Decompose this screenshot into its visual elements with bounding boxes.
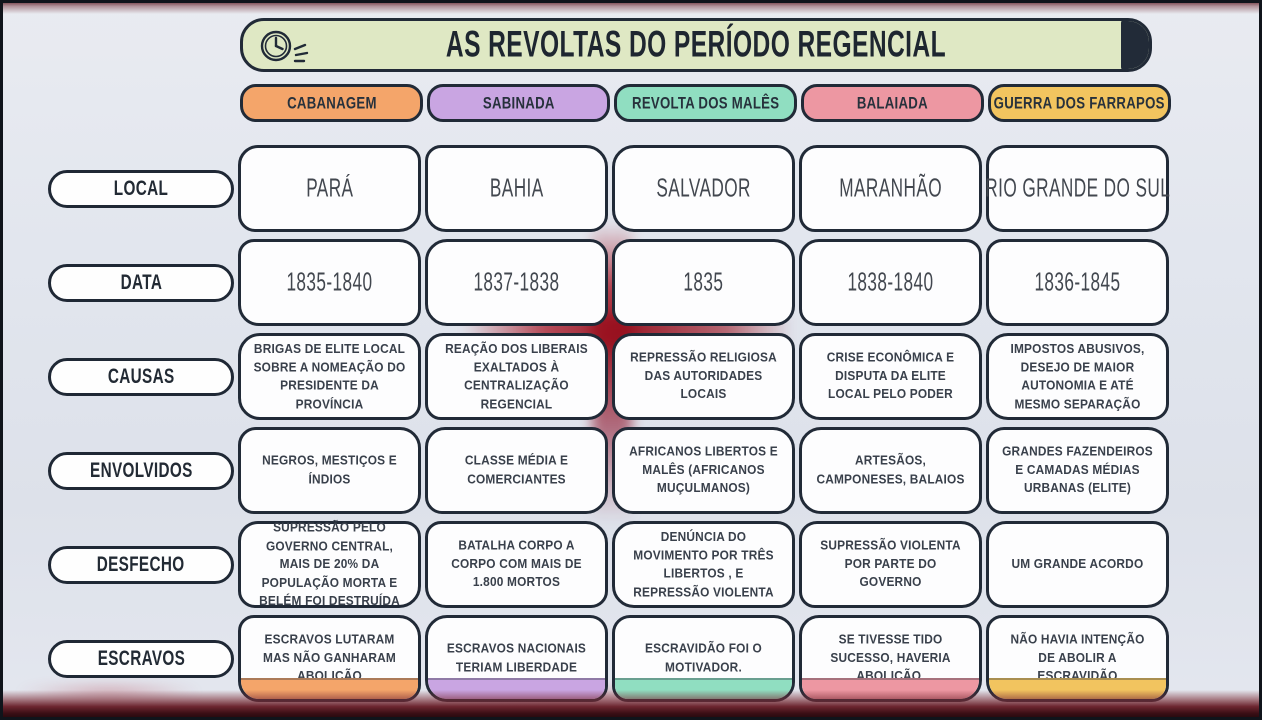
row-label-local: LOCAL: [48, 169, 234, 208]
cell-text: 1835-1840: [286, 268, 373, 297]
column-header-label: GUERRA DOS FARRAPOS: [994, 93, 1166, 113]
cell-escravos-revolta-dos-males: ESCRAVIDÃO FOI O MOTIVADOR.: [612, 615, 795, 702]
cell-data-balaiada: 1838-1840: [799, 239, 982, 326]
top-maroon-band: [0, 0, 1262, 14]
column-header-balaiada: BALAIADA: [801, 84, 984, 122]
column-header-sabinada: SABINADA: [427, 84, 610, 122]
column-header-label: CABANAGEM: [286, 93, 377, 113]
column-header-revolta-dos-males: REVOLTA DOS MALÊS: [614, 84, 797, 122]
column-header-guerra-dos-farrapos: GUERRA DOS FARRAPOS: [988, 84, 1171, 122]
cell-escravos-sabinada: ESCRAVOS NACIONAIS TERIAM LIBERDADE: [425, 615, 608, 702]
column-header-label: SABINADA: [482, 93, 555, 113]
cell-desfecho-sabinada: BATALHA CORPO A CORPO COM MAIS DE 1.800 …: [425, 521, 608, 608]
cell-text: BAHIA: [489, 174, 544, 203]
cell-text: REPRESSÃO RELIGIOSA DAS AUTORIDADES LOCA…: [630, 349, 777, 402]
cell-text: BRIGAS DE ELITE LOCAL SOBRE A NOMEAÇÃO D…: [253, 340, 406, 411]
row-label-envolvidos: ENVOLVIDOS: [48, 451, 234, 490]
cell-local-sabinada: BAHIA: [425, 145, 608, 232]
bottom-maroon-band: [0, 690, 1262, 720]
cell-causas-cabanagem: BRIGAS DE ELITE LOCAL SOBRE A NOMEAÇÃO D…: [238, 333, 421, 420]
column-header-label: BALAIADA: [856, 93, 929, 113]
cell-text: ARTESÃOS, CAMPONESES, BALAIOS: [816, 453, 965, 487]
row-label-causas: CAUSAS: [48, 357, 234, 396]
cell-text: DENÚNCIA DO MOVIMENTO POR TRÊS LIBERTOS …: [633, 528, 774, 599]
cell-text: 1837-1838: [473, 268, 560, 297]
table-grid: LOCAL PARÁ BAHIA SALVADOR MARANHÃO RIO GRANDE…: [48, 145, 1170, 702]
cell-local-guerra-dos-farrapos: RIO GRANDE DO SUL: [985, 145, 1170, 232]
row-label-text: DATA: [120, 270, 162, 294]
cell-local-revolta-dos-males: SALVADOR: [612, 145, 795, 232]
cell-text: RIO GRANDE DO SUL: [985, 174, 1170, 203]
cell-text: AFRICANOS LIBERTOS E MALÊS (AFRICANOS MU…: [629, 443, 778, 496]
row-label-text: ENVOLVIDOS: [89, 458, 193, 482]
cell-text: SUPRESSÃO PELO GOVERNO CENTRAL, MAIS DE …: [259, 519, 400, 608]
cell-text: 1836-1845: [1034, 268, 1121, 297]
row-label-text: CAUSAS: [107, 364, 175, 388]
page-title: AS REVOLTAS DO PERÍODO REGENCIAL: [445, 23, 947, 65]
row-label-cell: LOCAL: [48, 145, 234, 232]
cell-text: NEGROS, MESTIÇOS E ÍNDIOS: [262, 453, 397, 487]
cell-causas-balaiada: CRISE ECONÔMICA E DISPUTA DA ELITE LOCAL…: [799, 333, 982, 420]
cell-desfecho-cabanagem: SUPRESSÃO PELO GOVERNO CENTRAL, MAIS DE …: [238, 519, 421, 608]
cell-data-revolta-dos-males: 1835: [612, 239, 795, 326]
cell-envolvidos-balaiada: ARTESÃOS, CAMPONESES, BALAIOS: [799, 427, 982, 514]
cell-text: SE TIVESSE TIDO SUCESSO, HAVERIA ABOLIÇÃ…: [830, 631, 951, 684]
cell-text: SALVADOR: [656, 174, 751, 203]
cell-text: MARANHÃO: [839, 174, 942, 203]
cell-escravos-cabanagem: ESCRAVOS LUTARAM MAS NÃO GANHARAM ABOLIÇ…: [238, 615, 421, 702]
cell-local-cabanagem: PARÁ: [238, 145, 421, 232]
cell-data-sabinada: 1837-1838: [425, 239, 608, 326]
row-label-data: DATA: [48, 263, 234, 302]
cell-data-guerra-dos-farrapos: 1836-1845: [986, 239, 1169, 326]
row-label-cell: DESFECHO: [48, 521, 234, 608]
cell-desfecho-balaiada: SUPRESSÃO VIOLENTA POR PARTE DO GOVERNO: [799, 521, 982, 608]
cell-text: CRISE ECONÔMICA E DISPUTA DA ELITE LOCAL…: [826, 349, 955, 402]
row-label-cell: ESCRAVOS: [48, 615, 234, 702]
column-headers: CABANAGEM SABINADA REVOLTA DOS MALÊS BALAIA…: [240, 84, 1171, 122]
cell-causas-guerra-dos-farrapos: IMPOSTOS ABUSIVOS, DESEJO DE MAIOR AUTON…: [986, 333, 1169, 420]
row-label-cell: CAUSAS: [48, 333, 234, 420]
cell-text: REAÇÃO DOS LIBERAIS EXALTADOS À CENTRALI…: [445, 340, 588, 411]
cell-escravos-balaiada: SE TIVESSE TIDO SUCESSO, HAVERIA ABOLIÇÃ…: [799, 615, 982, 702]
column-header-cabanagem: CABANAGEM: [240, 84, 423, 122]
cell-text: 1835: [683, 268, 724, 297]
cell-causas-sabinada: REAÇÃO DOS LIBERAIS EXALTADOS À CENTRALI…: [425, 333, 608, 420]
cell-data-cabanagem: 1835-1840: [238, 239, 421, 326]
cell-envolvidos-revolta-dos-males: AFRICANOS LIBERTOS E MALÊS (AFRICANOS MU…: [612, 427, 795, 514]
cell-text: 1838-1840: [847, 268, 934, 297]
row-label-text: LOCAL: [113, 176, 169, 200]
row-label-text: DESFECHO: [97, 552, 185, 576]
row-label-text: ESCRAVOS: [97, 646, 185, 670]
cell-envolvidos-guerra-dos-farrapos: GRANDES FAZENDEIROS E CAMADAS MÉDIAS URB…: [986, 427, 1169, 514]
cell-text: PARÁ: [305, 174, 354, 203]
cell-local-balaiada: MARANHÃO: [799, 145, 982, 232]
cell-text: SUPRESSÃO VIOLENTA POR PARTE DO GOVERNO: [820, 537, 961, 590]
row-label-cell: DATA: [48, 239, 234, 326]
title-banner: AS REVOLTAS DO PERÍODO REGENCIAL: [240, 18, 1152, 72]
cell-envolvidos-sabinada: CLASSE MÉDIA E COMERCIANTES: [425, 427, 608, 514]
cell-escravos-guerra-dos-farrapos: NÃO HAVIA INTENÇÃO DE ABOLIR A ESCRAVIDÃ…: [986, 615, 1169, 702]
cell-text: CLASSE MÉDIA E COMERCIANTES: [464, 453, 569, 487]
cell-text: BATALHA CORPO A CORPO COM MAIS DE 1.800 …: [451, 537, 582, 590]
row-label-escravos: ESCRAVOS: [48, 639, 234, 678]
cell-desfecho-guerra-dos-farrapos: UM GRANDE ACORDO: [986, 521, 1169, 608]
row-label-desfecho: DESFECHO: [48, 545, 234, 584]
cell-text: UM GRANDE ACORDO: [1011, 556, 1144, 572]
row-label-cell: ENVOLVIDOS: [48, 427, 234, 514]
cell-text: ESCRAVIDÃO FOI O MOTIVADOR.: [645, 641, 762, 675]
cell-causas-revolta-dos-males: REPRESSÃO RELIGIOSA DAS AUTORIDADES LOCA…: [612, 333, 795, 420]
cell-envolvidos-cabanagem: NEGROS, MESTIÇOS E ÍNDIOS: [238, 427, 421, 514]
clock-icon: [255, 25, 319, 69]
cell-text: IMPOSTOS ABUSIVOS, DESEJO DE MAIOR AUTON…: [1010, 340, 1145, 411]
cell-desfecho-revolta-dos-males: DENÚNCIA DO MOVIMENTO POR TRÊS LIBERTOS …: [612, 521, 795, 608]
banner-end-cap: [1121, 21, 1149, 69]
cell-text: ESCRAVOS NACIONAIS TERIAM LIBERDADE: [446, 641, 587, 675]
column-header-label: REVOLTA DOS MALÊS: [631, 93, 780, 113]
cell-text: GRANDES FAZENDEIROS E CAMADAS MÉDIAS URB…: [1002, 443, 1153, 496]
